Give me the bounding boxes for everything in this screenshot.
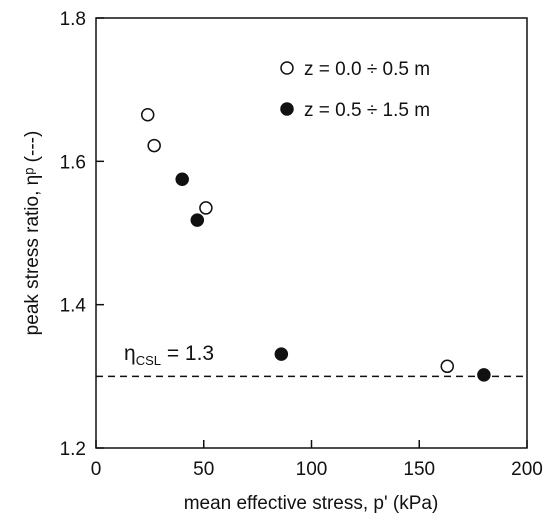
- x-tick-label: 200: [511, 459, 543, 480]
- legend-marker-open-circle: [280, 61, 294, 75]
- csl-eta-symbol: η: [124, 342, 136, 365]
- data-point-filled-circle: [477, 368, 491, 382]
- legend: z = 0.0 ÷ 0.5 m z = 0.5 ÷ 1.5 m: [280, 59, 430, 121]
- x-tick-label: 100: [296, 459, 328, 480]
- x-tick-label: 0: [91, 459, 102, 480]
- y-tick-label: 1.2: [60, 439, 86, 460]
- legend-label-deep: z = 0.5 ÷ 1.5 m: [304, 100, 430, 121]
- data-point-filled-circle: [175, 172, 189, 186]
- data-point-filled-circle: [274, 347, 289, 361]
- data-point-open-circle: [440, 359, 455, 374]
- legend-label-shallow: z = 0.0 ÷ 0.5 m: [304, 59, 430, 80]
- data-point-open-circle: [199, 201, 213, 215]
- plot-frame: [95, 17, 528, 449]
- x-tick-label: 50: [193, 459, 214, 480]
- y-tick-label: 1.4: [60, 296, 87, 317]
- data-point-open-circle: [140, 108, 155, 122]
- data-point-filled-circle: [190, 213, 205, 227]
- legend-marker-filled-circle: [280, 102, 294, 116]
- y-axis-label: peak stress ratio, ηᵖ (---): [22, 131, 43, 336]
- x-tick-label: 150: [403, 459, 435, 480]
- data-point-open-circle: [147, 138, 161, 153]
- x-axis-label: mean effective stress, p' (kPa): [184, 493, 439, 514]
- csl-subscript: CSL: [136, 353, 161, 368]
- axis-ticks: 0 50 100 150 200 1.2 1.4 1.6 1.8: [60, 9, 543, 480]
- y-tick-label: 1.6: [60, 152, 86, 173]
- csl-annotation: ηCSL = 1.3: [124, 342, 214, 368]
- csl-value: = 1.3: [161, 342, 214, 365]
- data-points: [140, 108, 491, 382]
- y-tick-label: 1.8: [60, 9, 86, 30]
